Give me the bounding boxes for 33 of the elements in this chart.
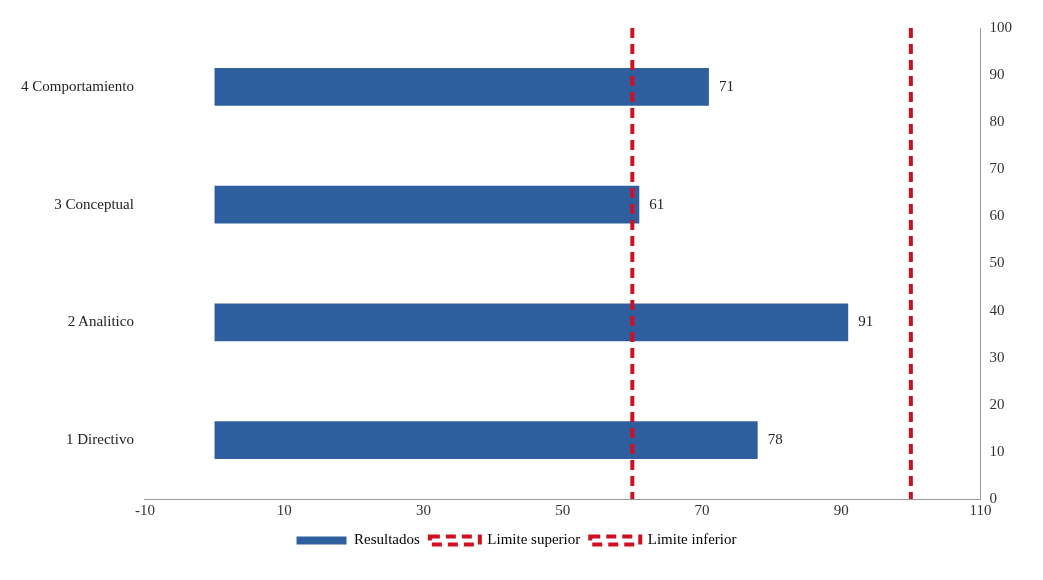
legend-label: Resultados xyxy=(354,531,421,548)
legend-label: Limite inferior xyxy=(647,531,737,548)
y2-tick-label: 40 xyxy=(989,301,1005,318)
y2-tick-label: 50 xyxy=(989,254,1005,271)
x-tick-label: 10 xyxy=(276,501,292,518)
data-label: 78 xyxy=(767,431,783,448)
data-label: 61 xyxy=(649,195,665,212)
bar xyxy=(214,68,709,106)
y2-tick-label: 90 xyxy=(989,66,1005,83)
x-tick-label: 70 xyxy=(694,501,710,518)
y-tick-label: 3 Conceptual xyxy=(54,195,134,212)
bar xyxy=(214,185,640,224)
bar xyxy=(214,421,758,459)
data-label: 91 xyxy=(858,313,874,330)
y2-tick-label: 20 xyxy=(989,395,1005,412)
y-tick-label: 1 Directivo xyxy=(66,431,134,448)
y2-tick-label: 70 xyxy=(989,160,1005,177)
bar xyxy=(214,303,849,342)
y2-tick-label: 80 xyxy=(989,113,1005,130)
y2-tick-label: 30 xyxy=(989,348,1005,365)
data-label: 71 xyxy=(718,77,734,94)
x-tick-label: -10 xyxy=(134,501,155,518)
y-tick-label: 4 Comportamiento xyxy=(21,77,134,94)
y2-tick-label: 100 xyxy=(989,18,1012,35)
legend-label: Limite superior xyxy=(487,531,581,548)
y-tick-label: 2 Analitico xyxy=(67,313,134,330)
x-tick-label: 110 xyxy=(969,501,992,518)
x-tick-label: 50 xyxy=(555,501,571,518)
y2-tick-label: 60 xyxy=(989,207,1005,224)
y2-tick-label: 10 xyxy=(989,442,1005,459)
x-tick-label: 30 xyxy=(415,501,431,518)
x-tick-label: 90 xyxy=(833,501,849,518)
y2-tick-label: 0 xyxy=(989,489,997,506)
